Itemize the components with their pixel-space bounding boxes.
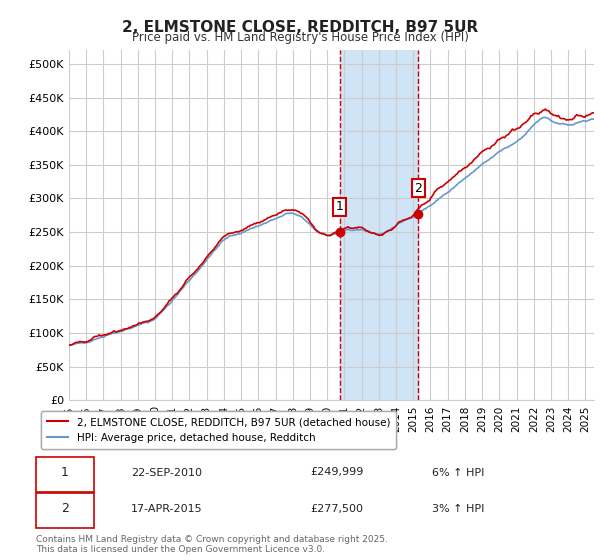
Text: Contains HM Land Registry data © Crown copyright and database right 2025.
This d: Contains HM Land Registry data © Crown c… — [36, 535, 388, 554]
Text: 2: 2 — [61, 502, 69, 515]
Text: 6% ↑ HPI: 6% ↑ HPI — [432, 468, 484, 478]
Text: 2: 2 — [415, 182, 422, 195]
Text: 22-SEP-2010: 22-SEP-2010 — [131, 468, 202, 478]
Text: 17-APR-2015: 17-APR-2015 — [131, 504, 203, 514]
Text: Price paid vs. HM Land Registry's House Price Index (HPI): Price paid vs. HM Land Registry's House … — [131, 31, 469, 44]
Text: £249,999: £249,999 — [311, 468, 364, 478]
FancyBboxPatch shape — [36, 456, 94, 492]
FancyBboxPatch shape — [36, 493, 94, 529]
Text: 2, ELMSTONE CLOSE, REDDITCH, B97 5UR: 2, ELMSTONE CLOSE, REDDITCH, B97 5UR — [122, 20, 478, 35]
Text: 1: 1 — [61, 466, 69, 479]
Text: £277,500: £277,500 — [311, 504, 364, 514]
Text: 3% ↑ HPI: 3% ↑ HPI — [432, 504, 484, 514]
Legend: 2, ELMSTONE CLOSE, REDDITCH, B97 5UR (detached house), HPI: Average price, detac: 2, ELMSTONE CLOSE, REDDITCH, B97 5UR (de… — [41, 410, 397, 449]
Bar — [340, 50, 418, 400]
Text: 1: 1 — [336, 200, 344, 213]
